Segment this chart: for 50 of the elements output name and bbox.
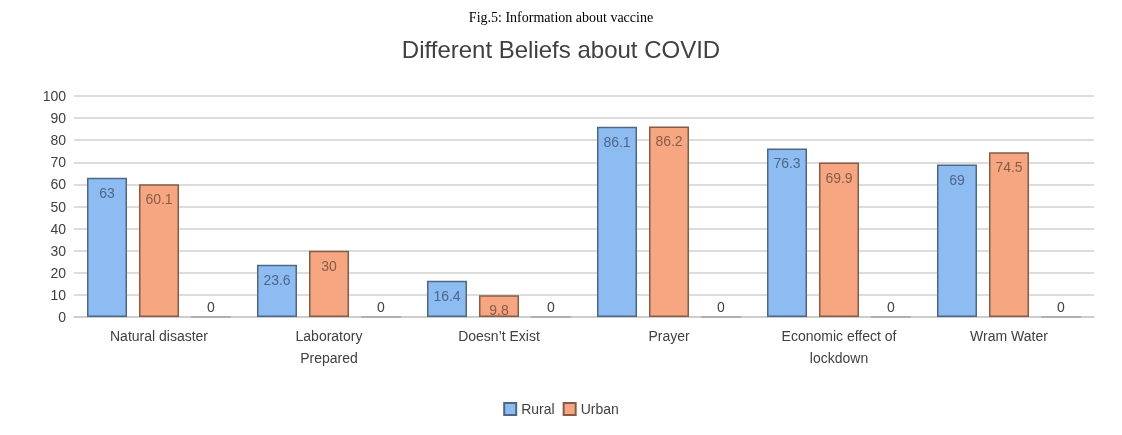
legend-label: Rural bbox=[521, 401, 555, 417]
data-label: 76.3 bbox=[773, 155, 801, 172]
x-tick-label: Wram Water bbox=[970, 328, 1049, 344]
bar bbox=[597, 126, 637, 317]
x-tick-label: Doesn’t Exist bbox=[458, 328, 540, 344]
y-tick-label: 40 bbox=[50, 220, 67, 237]
data-label: 69 bbox=[949, 171, 965, 188]
data-label: 0 bbox=[547, 298, 556, 315]
data-label: 23.6 bbox=[263, 271, 291, 288]
bar bbox=[87, 177, 127, 317]
data-label: 0 bbox=[1057, 298, 1066, 315]
data-label: 9.8 bbox=[489, 302, 509, 319]
data-label: 86.1 bbox=[603, 133, 631, 150]
legend-label: Urban bbox=[580, 401, 619, 417]
data-label: 0 bbox=[207, 298, 216, 315]
y-tick-label: 20 bbox=[50, 264, 67, 281]
bar bbox=[649, 126, 689, 317]
y-tick-label: 60 bbox=[50, 176, 67, 193]
data-label: 0 bbox=[717, 298, 726, 315]
data-label: 0 bbox=[377, 298, 386, 315]
bar bbox=[139, 184, 179, 317]
x-tick-label: Prayer bbox=[648, 328, 690, 344]
bar bbox=[819, 162, 859, 317]
data-label: 16.4 bbox=[433, 287, 461, 304]
data-label: 60.1 bbox=[145, 191, 173, 208]
caption: Fig.5: Information about vaccine bbox=[468, 9, 654, 25]
y-tick-label: 90 bbox=[50, 110, 67, 127]
y-tick-label: 10 bbox=[50, 286, 67, 303]
data-label: 86.2 bbox=[655, 133, 683, 150]
y-tick-label: 80 bbox=[50, 132, 67, 149]
bar bbox=[989, 152, 1029, 317]
y-tick-label: 50 bbox=[50, 198, 67, 215]
bar bbox=[427, 280, 467, 317]
x-tick-label: Natural disaster bbox=[109, 328, 209, 344]
y-tick-label: 70 bbox=[50, 154, 67, 171]
data-label: 63 bbox=[99, 184, 115, 201]
x-tick-label: Economic effect of lockdown bbox=[781, 328, 897, 366]
bar bbox=[309, 250, 349, 317]
data-label: 69.9 bbox=[825, 169, 853, 186]
data-label: 0 bbox=[887, 298, 896, 315]
x-tick-label: Laboratory Prepared bbox=[295, 328, 363, 366]
y-tick-label: 30 bbox=[50, 242, 67, 259]
bar bbox=[257, 264, 297, 317]
y-tick-label: 0 bbox=[58, 309, 67, 325]
data-label: 74.5 bbox=[995, 159, 1023, 176]
data-label: 30 bbox=[321, 257, 337, 274]
bar bbox=[767, 148, 807, 317]
y-tick-label: 100 bbox=[42, 88, 67, 104]
chart-title: Different Beliefs about COVID bbox=[401, 35, 721, 63]
bar bbox=[937, 164, 977, 317]
